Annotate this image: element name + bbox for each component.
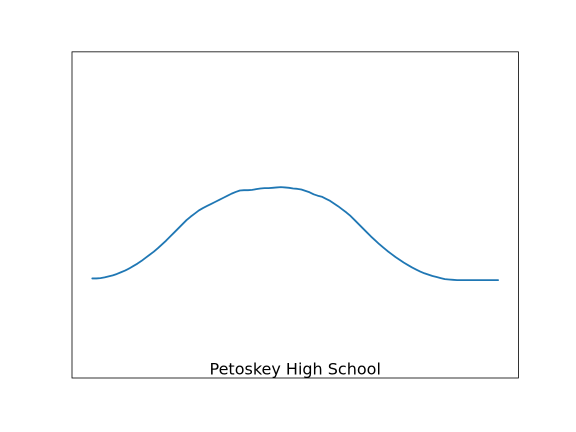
series-line-0 — [91, 186, 500, 282]
axes-frame — [71, 51, 519, 379]
plot-area — [91, 186, 500, 282]
school-name-label: Petoskey High School — [210, 359, 381, 378]
